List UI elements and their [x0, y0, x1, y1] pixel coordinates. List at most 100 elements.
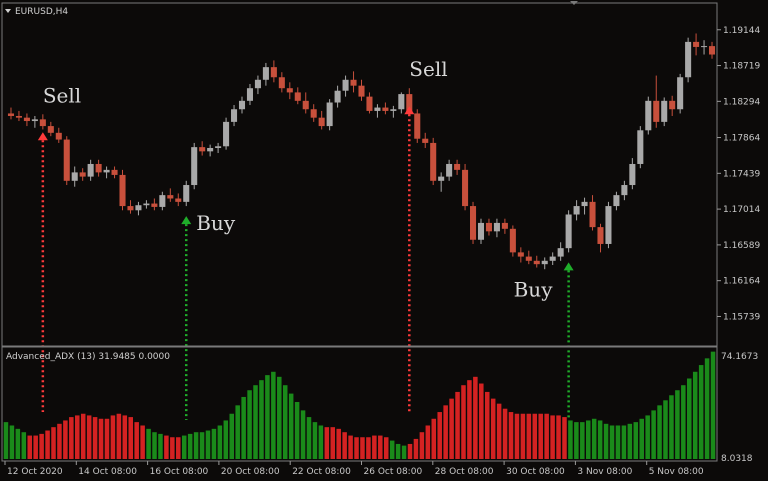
bull-candle: [191, 147, 198, 186]
adx-bar: [205, 430, 211, 459]
bull-candle: [661, 100, 668, 122]
price-tick-label: 1.16164: [723, 277, 760, 287]
bear-candle: [302, 100, 309, 110]
bull-candle: [549, 256, 556, 261]
adx-bar: [75, 415, 80, 459]
indicator-bottom-label: 8.0318: [721, 454, 753, 464]
adx-bar: [692, 371, 698, 459]
adx-bar: [413, 438, 419, 459]
adx-bar: [306, 417, 312, 459]
bear-candle: [669, 100, 676, 110]
adx-bar: [146, 428, 151, 459]
bear-candle: [7, 113, 15, 116]
adx-bar: [51, 427, 56, 459]
bull-candle: [701, 46, 708, 48]
adx-bar: [550, 415, 555, 459]
adx-bar: [300, 410, 306, 459]
adx-bar: [282, 385, 288, 459]
price-tick-label: 1.17439: [723, 169, 760, 179]
adx-bar: [508, 412, 514, 459]
bull-candle: [565, 214, 572, 249]
bull-candle: [398, 94, 405, 110]
adx-bar: [502, 408, 508, 459]
adx-bar: [134, 422, 139, 459]
adx-bar: [395, 443, 401, 459]
bull-candle: [685, 41, 692, 78]
bull-candle: [342, 79, 349, 91]
bull-candle: [438, 176, 445, 181]
adx-bar: [645, 415, 650, 459]
adx-bar: [57, 423, 62, 459]
adx-bar: [484, 391, 490, 459]
bear-candle: [286, 88, 293, 93]
adx-bar: [170, 437, 175, 459]
adx-bar: [698, 365, 704, 459]
bear-candle: [462, 169, 469, 207]
adx-bar: [687, 378, 692, 459]
bear-candle: [175, 198, 182, 202]
adx-bar: [235, 405, 240, 459]
adx-bar: [473, 376, 478, 459]
bear-candle: [501, 222, 508, 229]
bull-candle: [87, 163, 94, 177]
bull-candle: [637, 130, 644, 164]
adx-bar: [710, 351, 716, 459]
adx-bar: [294, 401, 300, 459]
symbol-dropdown-icon[interactable]: [5, 9, 11, 13]
adx-bar: [277, 376, 282, 459]
adx-bar: [15, 428, 21, 459]
adx-bar: [217, 425, 223, 459]
bear-candle: [199, 147, 206, 152]
period-separator-marker: [570, 1, 578, 5]
bull-candle: [103, 169, 110, 173]
adx-bar: [603, 423, 609, 459]
adx-bar: [627, 423, 633, 459]
bull-candle: [223, 121, 230, 147]
indicator-pane-border: [1, 346, 718, 462]
bull-candle: [573, 206, 580, 215]
adx-bar: [140, 425, 145, 459]
adx-bar: [389, 440, 395, 459]
adx-bar: [562, 417, 567, 459]
adx-bar: [92, 417, 98, 459]
bear-candle: [533, 260, 540, 265]
adx-bar: [366, 437, 371, 459]
adx-bar: [241, 396, 246, 459]
bull-candle: [215, 146, 222, 148]
adx-bar: [467, 380, 472, 459]
bear-candle: [39, 119, 46, 127]
bull-candle: [390, 109, 397, 111]
adx-bar: [193, 432, 199, 459]
adx-bar: [116, 413, 122, 459]
time-tick-label: 22 Oct 08:00: [292, 467, 351, 477]
adx-bar: [354, 437, 359, 459]
bear-candle: [47, 126, 54, 133]
adx-bar: [63, 420, 68, 459]
bull-candle: [207, 147, 214, 152]
adx-bar: [330, 427, 336, 459]
sell-arrow: [404, 106, 415, 115]
buy-arrow: [563, 262, 574, 271]
adx-bar: [591, 418, 597, 459]
adx-bar: [318, 425, 324, 459]
adx-bar: [110, 415, 116, 459]
bull-candle: [31, 119, 38, 122]
adx-bar: [538, 413, 543, 459]
adx-bar: [520, 413, 526, 459]
adx-bar: [69, 417, 74, 459]
adx-bar: [86, 415, 92, 459]
time-tick-label: 14 Oct 08:00: [78, 467, 137, 477]
bull-candle: [238, 100, 246, 110]
bull-candle: [629, 163, 636, 186]
adx-bar: [704, 358, 710, 459]
adx-bar: [372, 435, 377, 459]
buy-arrow: [181, 216, 192, 225]
bull-candle: [143, 203, 150, 206]
adx-bar: [312, 422, 318, 459]
adx-bar: [104, 418, 110, 459]
indicator-top-label: 74.1673: [721, 352, 758, 362]
time-tick-label: 28 Oct 08:00: [435, 467, 494, 477]
adx-bar: [490, 398, 496, 459]
